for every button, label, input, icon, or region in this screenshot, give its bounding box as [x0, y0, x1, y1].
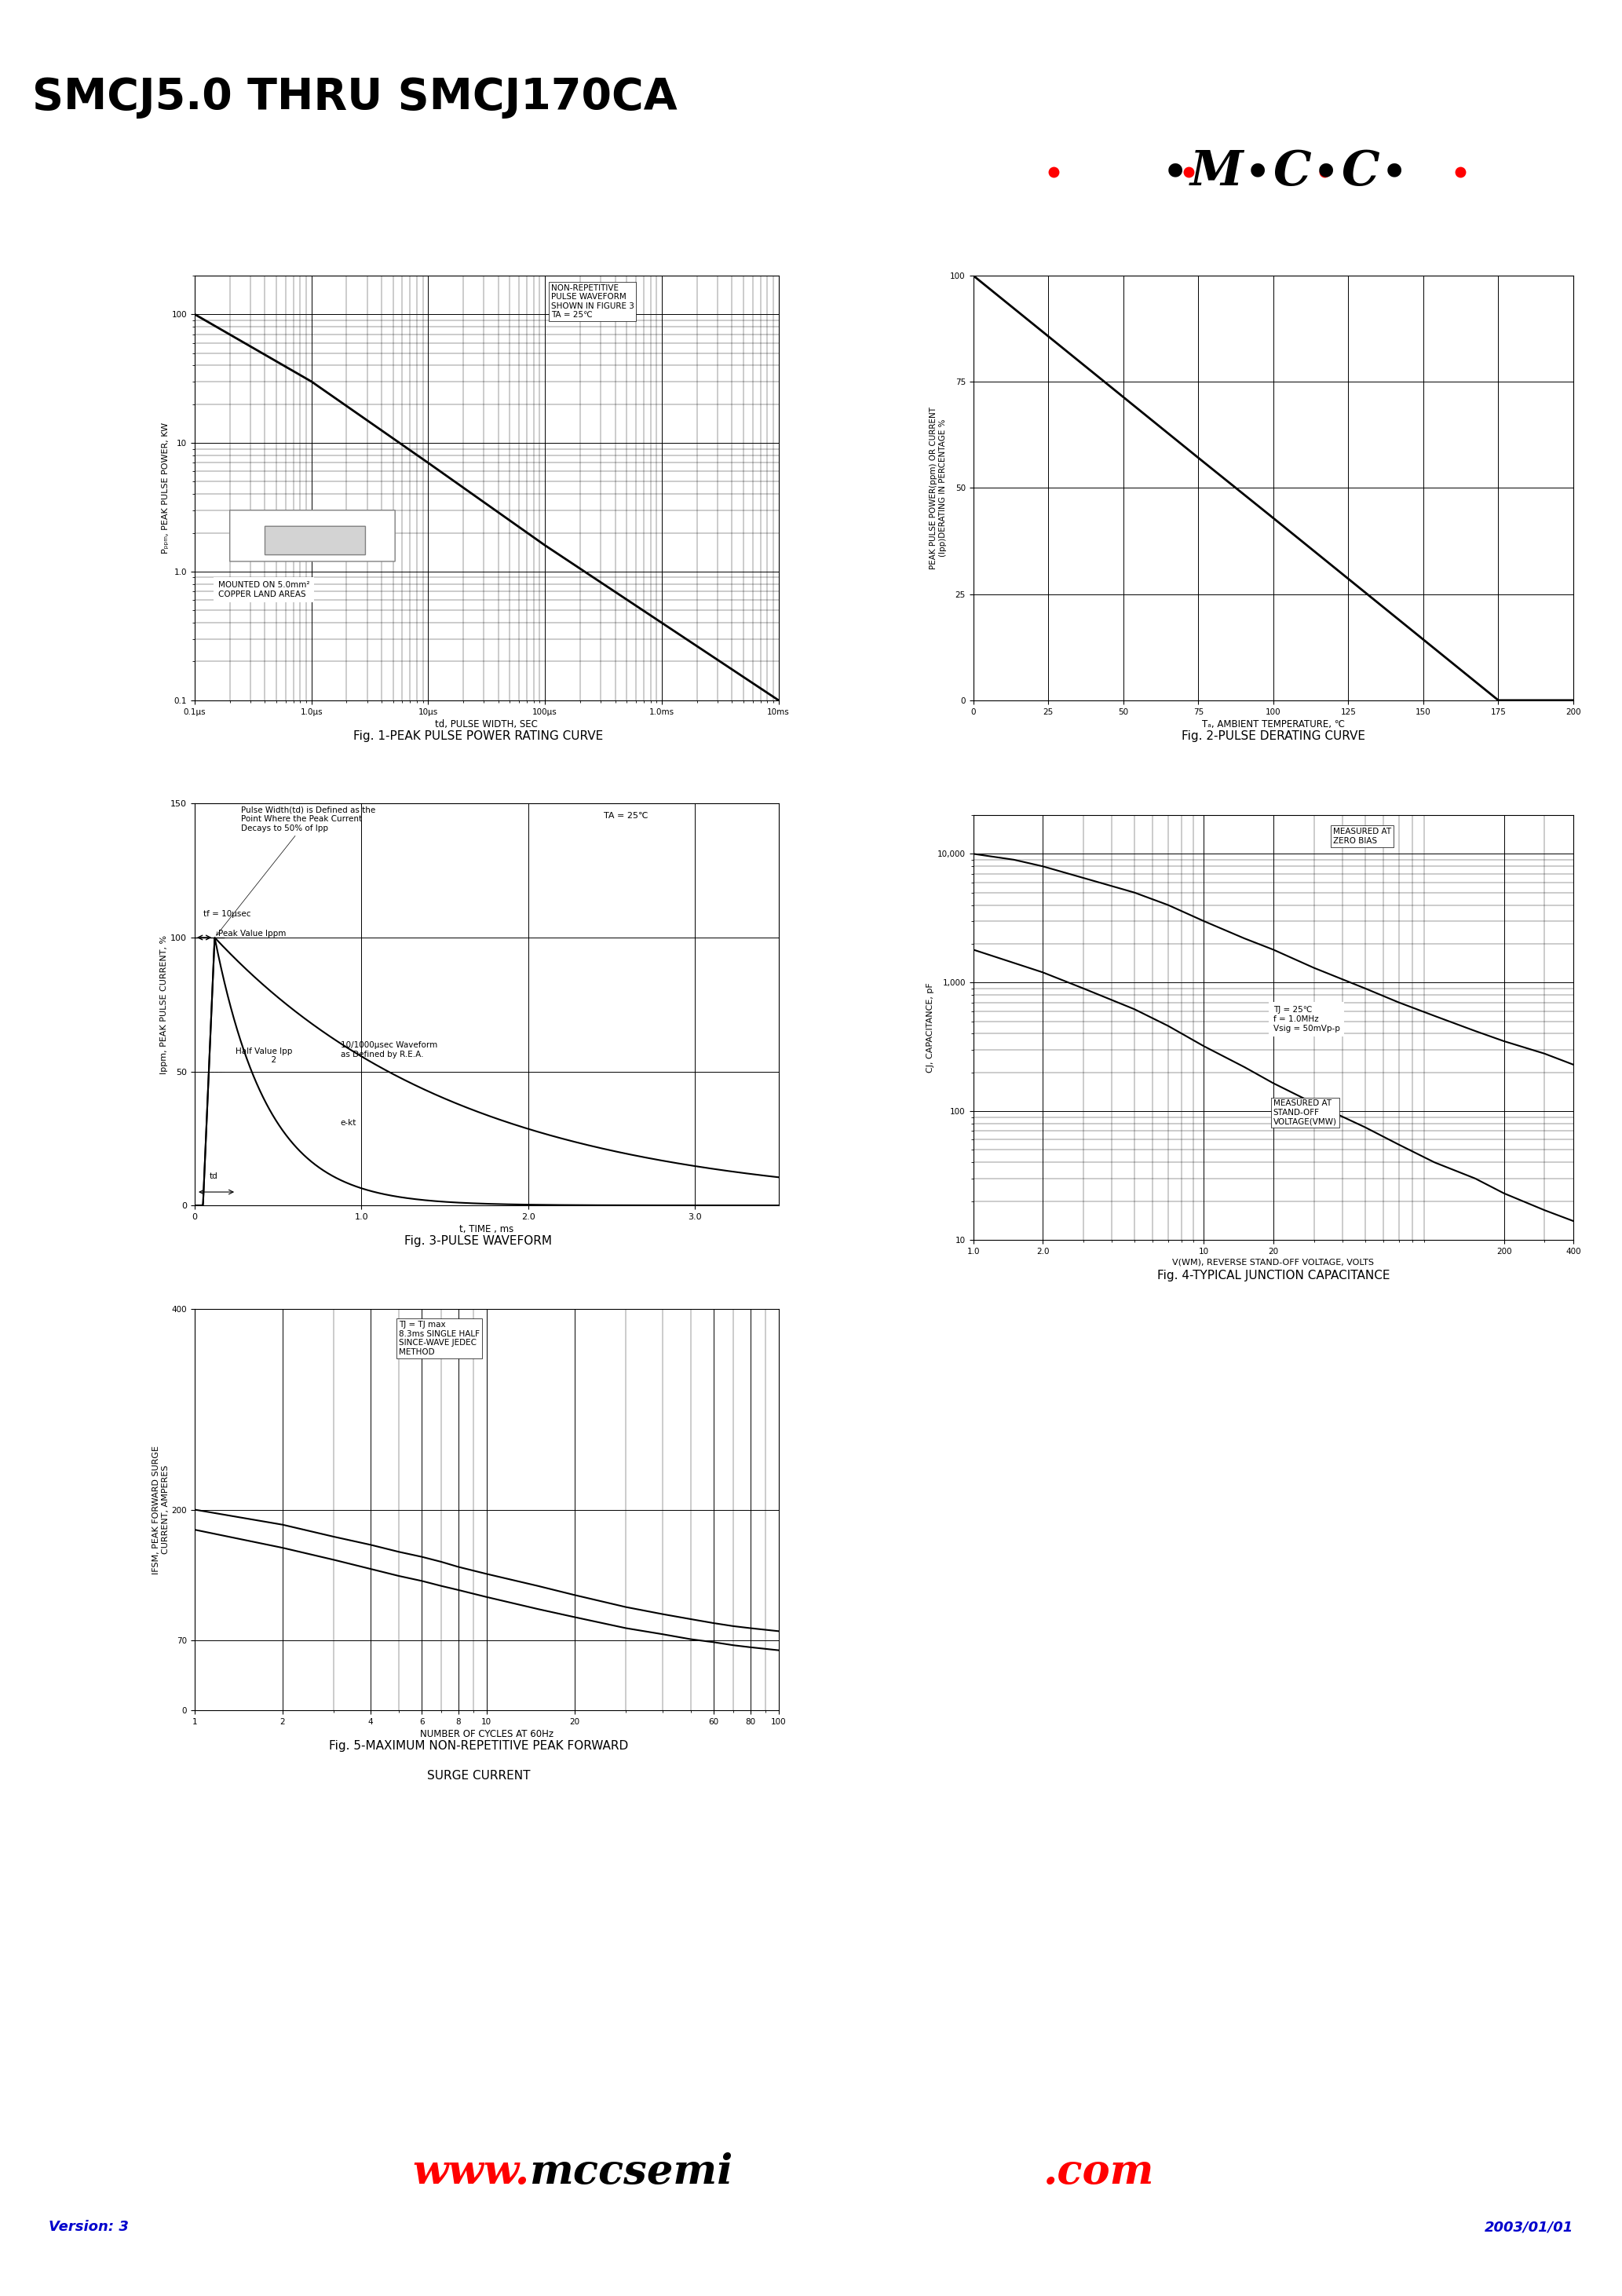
- Text: Peak Value Ippm: Peak Value Ippm: [217, 930, 285, 937]
- Y-axis label: IFSM, PEAK FORWARD SURGE
CURRENT, AMPERES: IFSM, PEAK FORWARD SURGE CURRENT, AMPERE…: [152, 1444, 169, 1575]
- X-axis label: V(WM), REVERSE STAND-OFF VOLTAGE, VOLTS: V(WM), REVERSE STAND-OFF VOLTAGE, VOLTS: [1173, 1258, 1374, 1267]
- Y-axis label: CJ, CAPACITANCE, pF: CJ, CAPACITANCE, pF: [926, 983, 934, 1072]
- Y-axis label: PEAK PULSE POWER(ppm) OR CURRENT
(Ipp)DERATING IN PERCENTAGE %: PEAK PULSE POWER(ppm) OR CURRENT (Ipp)DE…: [929, 406, 947, 569]
- Text: MEASURED AT
STAND-OFF
VOLTAGE(VMW): MEASURED AT STAND-OFF VOLTAGE(VMW): [1273, 1100, 1337, 1125]
- X-axis label: Tₐ, AMBIENT TEMPERATURE, ℃: Tₐ, AMBIENT TEMPERATURE, ℃: [1202, 719, 1345, 730]
- FancyBboxPatch shape: [264, 526, 365, 556]
- Text: TJ = 25℃
f = 1.0MHz
Vsig = 50mVp-p: TJ = 25℃ f = 1.0MHz Vsig = 50mVp-p: [1273, 1006, 1340, 1033]
- Text: www.: www.: [412, 2151, 529, 2193]
- Text: MOUNTED ON 5.0mm²
COPPER LAND AREAS: MOUNTED ON 5.0mm² COPPER LAND AREAS: [217, 581, 310, 599]
- Text: .com: .com: [1043, 2151, 1153, 2193]
- Text: $\bullet$M$\bullet$C$\bullet$C$\bullet$: $\bullet$M$\bullet$C$\bullet$C$\bullet$: [1160, 149, 1403, 195]
- Text: Half Value Ipp
              2: Half Value Ipp 2: [235, 1047, 292, 1065]
- Text: Fig. 3-PULSE WAVEFORM: Fig. 3-PULSE WAVEFORM: [406, 1235, 551, 1247]
- Text: td: td: [209, 1173, 217, 1180]
- X-axis label: t, TIME , ms: t, TIME , ms: [459, 1224, 514, 1235]
- Text: TA = 25℃: TA = 25℃: [603, 813, 647, 820]
- Text: Fig. 1-PEAK PULSE POWER RATING CURVE: Fig. 1-PEAK PULSE POWER RATING CURVE: [354, 730, 603, 742]
- Y-axis label: Ippm, PEAK PULSE CURRENT, %: Ippm, PEAK PULSE CURRENT, %: [161, 934, 169, 1075]
- Text: 2003/01/01: 2003/01/01: [1484, 2220, 1573, 2234]
- Text: 10/1000μsec Waveform
as Defined by R.E.A.: 10/1000μsec Waveform as Defined by R.E.A…: [341, 1042, 438, 1058]
- Text: Fig. 4-TYPICAL JUNCTION CAPACITANCE: Fig. 4-TYPICAL JUNCTION CAPACITANCE: [1156, 1270, 1390, 1281]
- Text: SMCJ5.0 THRU SMCJ170CA: SMCJ5.0 THRU SMCJ170CA: [32, 76, 678, 119]
- Text: MEASURED AT
ZERO BIAS: MEASURED AT ZERO BIAS: [1333, 829, 1392, 845]
- X-axis label: NUMBER OF CYCLES AT 60Hz: NUMBER OF CYCLES AT 60Hz: [420, 1729, 553, 1740]
- Text: Version: 3: Version: 3: [49, 2220, 128, 2234]
- Y-axis label: Pₚₚₘ, PEAK PULSE POWER, KW: Pₚₚₘ, PEAK PULSE POWER, KW: [162, 422, 169, 553]
- Text: Pulse Width(td) is Defined as the
Point Where the Peak Current
Decays to 50% of : Pulse Width(td) is Defined as the Point …: [216, 806, 376, 934]
- Text: e-kt: e-kt: [341, 1118, 357, 1127]
- Text: Fig. 2-PULSE DERATING CURVE: Fig. 2-PULSE DERATING CURVE: [1181, 730, 1366, 742]
- Text: Fig. 5-MAXIMUM NON-REPETITIVE PEAK FORWARD: Fig. 5-MAXIMUM NON-REPETITIVE PEAK FORWA…: [329, 1740, 628, 1752]
- Text: mccsemi: mccsemi: [529, 2151, 733, 2193]
- Text: SURGE CURRENT: SURGE CURRENT: [427, 1770, 530, 1782]
- FancyBboxPatch shape: [230, 510, 396, 563]
- Text: tf = 10μsec: tf = 10μsec: [203, 909, 250, 918]
- X-axis label: td, PULSE WIDTH, SEC: td, PULSE WIDTH, SEC: [435, 719, 539, 730]
- Text: NON-REPETITIVE
PULSE WAVEFORM
SHOWN IN FIGURE 3
TA = 25℃: NON-REPETITIVE PULSE WAVEFORM SHOWN IN F…: [551, 285, 634, 319]
- Text: TJ = TJ max
8.3ms SINGLE HALF
SINCE-WAVE JEDEC
METHOD: TJ = TJ max 8.3ms SINGLE HALF SINCE-WAVE…: [399, 1320, 480, 1357]
